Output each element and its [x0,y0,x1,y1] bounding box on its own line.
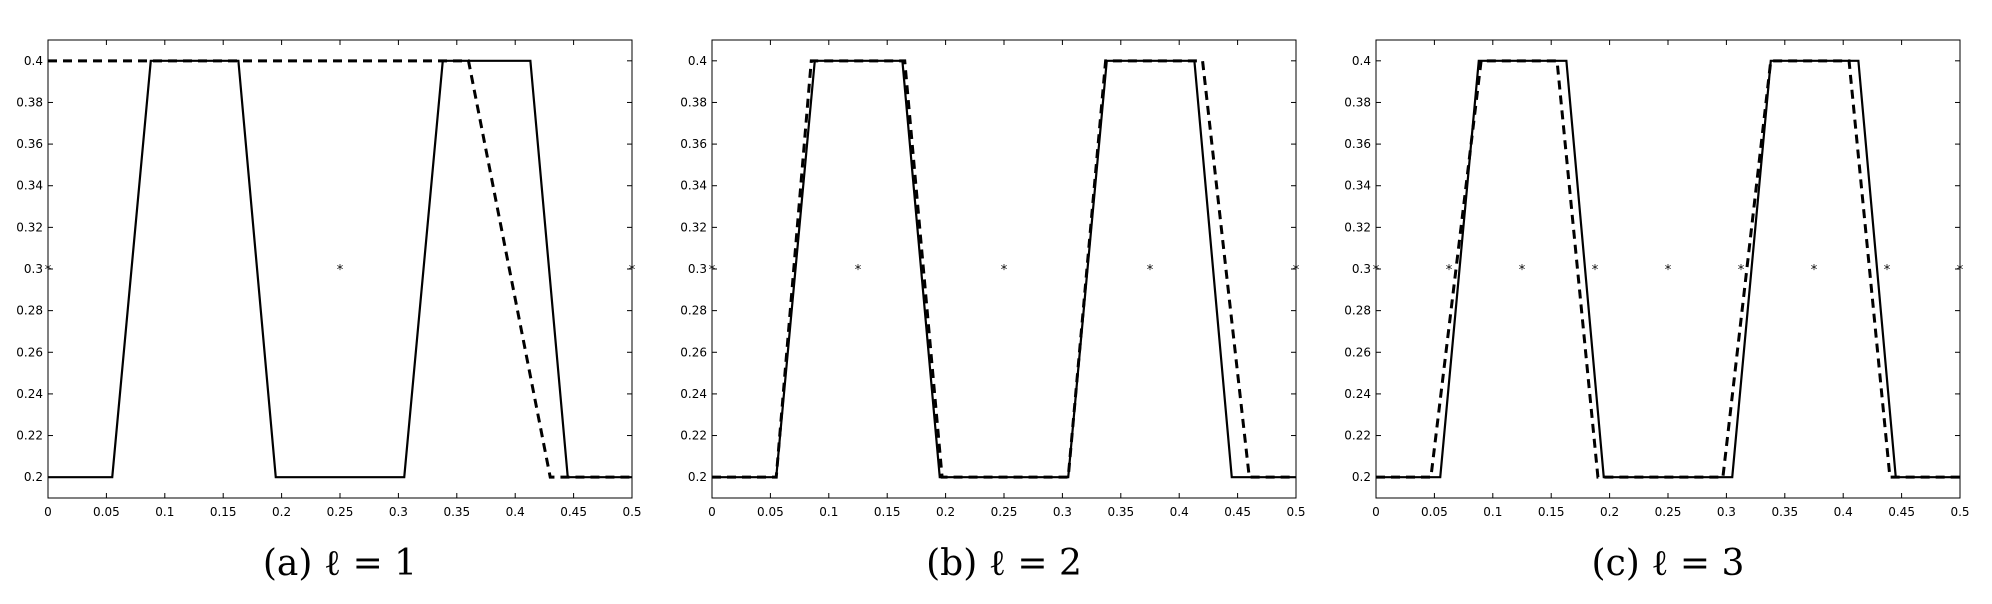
x-tick-label: 0.2 [272,505,291,519]
y-tick-label: 0.32 [680,220,707,234]
y-tick-label: 0.2 [688,470,707,484]
data-point-marker: * [1001,263,1008,278]
chart-panel-1: 0 0.05 0.1 0.15 0.2 0.25 0.3 0.35 0.4 0.45 0.5 0.2 0… [16,39,642,584]
y-tick-label: 0.34 [1344,179,1371,193]
y-tick-label: 0.34 [16,179,43,193]
x-tick-label: 0.2 [936,505,955,519]
y-tick-label: 0.4 [24,54,43,68]
y-tick-label: 0.26 [680,345,707,359]
x-tick-label: 0.2 [1600,505,1619,519]
data-point-marker: * [709,263,716,278]
x-tick-label: 0.45 [1224,505,1251,519]
chart-panel-3: 0 0.05 0.1 0.15 0.2 0.25 0.3 0.35 0.4 0.45 0.5 0.2 0… [1344,39,1970,584]
y-tick-label: 0.38 [1344,95,1371,109]
y-tick-label: 0.24 [680,387,707,401]
x-tick-label: 0.5 [622,505,641,519]
y-tick-label: 0.3 [688,262,707,276]
x-tick-label: 0 [1372,505,1380,519]
y-tick-label: 0.36 [16,137,43,151]
x-tick-label: 0.45 [560,505,587,519]
x-tick-label: 0 [708,505,716,519]
x-tick-label: 0.1 [155,505,174,519]
solid-series-line [48,59,632,479]
y-tick-label: 0.3 [24,262,43,276]
x-tick-label: 0.4 [1834,505,1853,519]
x-tick-label: 0.1 [819,505,838,519]
data-point-marker: * [1665,263,1672,278]
y-tick-label: 0.28 [1344,304,1371,318]
y-tick-label: 0.4 [688,54,707,68]
panel-caption: (a) ℓ = 1 [263,543,417,584]
x-tick-label: 0.35 [1107,505,1134,519]
dashed-series-line [48,59,632,479]
y-tick-label: 0.28 [16,304,43,318]
x-tick-label: 0.45 [1888,505,1915,519]
chart-panel-2: 0 0.05 0.1 0.15 0.2 0.25 0.3 0.35 0.4 0.45 0.5 0.2 0… [680,39,1306,584]
x-tick-label: 0.3 [1053,505,1072,519]
y-tick-label: 0.3 [1352,262,1371,276]
panel-caption: (c) ℓ = 3 [1592,543,1745,584]
y-tick-label: 0.26 [16,345,43,359]
y-tick-label: 0.22 [16,429,43,443]
data-point-marker: * [1811,263,1818,278]
data-point-marker: * [1446,263,1453,278]
y-tick-label: 0.2 [1352,470,1371,484]
y-tick-label: 0.26 [1344,345,1371,359]
y-tick-label: 0.24 [1344,387,1371,401]
y-tick-label: 0.22 [1344,429,1371,443]
data-point-marker: * [1738,263,1745,278]
data-point-marker: * [1592,263,1599,278]
x-tick-label: 0.3 [389,505,408,519]
y-tick-label: 0.32 [1344,220,1371,234]
x-tick-label: 0.05 [1421,505,1448,519]
x-tick-label: 0.5 [1286,505,1305,519]
x-tick-label: 0.35 [443,505,470,519]
x-tick-label: 0.3 [1717,505,1736,519]
y-tick-label: 0.28 [680,304,707,318]
x-tick-label: 0.1 [1483,505,1502,519]
data-point-marker: * [337,263,344,278]
data-point-marker: * [1293,263,1300,278]
y-tick-label: 0.22 [680,429,707,443]
y-tick-label: 0.4 [1352,54,1371,68]
dashed-series-line [1376,59,1960,479]
y-tick-label: 0.38 [16,95,43,109]
data-point-marker: * [1957,263,1964,278]
x-tick-label: 0.25 [327,505,354,519]
x-tick-label: 0.4 [1170,505,1189,519]
data-point-marker: * [45,263,52,278]
y-tick-label: 0.38 [680,95,707,109]
x-tick-label: 0 [44,505,52,519]
data-point-marker: * [1373,263,1380,278]
y-tick-label: 0.36 [1344,137,1371,151]
x-tick-label: 0.4 [506,505,525,519]
x-tick-label: 0.25 [991,505,1018,519]
y-tick-label: 0.24 [16,387,43,401]
data-point-marker: * [855,263,862,278]
x-tick-label: 0.5 [1950,505,1969,519]
data-point-marker: * [629,263,636,278]
x-tick-label: 0.15 [874,505,901,519]
y-tick-label: 0.34 [680,179,707,193]
y-tick-label: 0.32 [16,220,43,234]
x-tick-label: 0.05 [93,505,120,519]
panel-caption: (b) ℓ = 2 [926,543,1082,584]
x-tick-label: 0.25 [1655,505,1682,519]
data-point-marker: * [1519,263,1526,278]
y-tick-label: 0.36 [680,137,707,151]
y-tick-label: 0.2 [24,470,43,484]
x-tick-label: 0.35 [1771,505,1798,519]
dashed-series-line [712,59,1296,479]
data-point-marker: * [1884,263,1891,278]
data-point-marker: * [1147,263,1154,278]
x-tick-label: 0.05 [757,505,784,519]
x-tick-label: 0.15 [210,505,237,519]
x-tick-label: 0.15 [1538,505,1565,519]
